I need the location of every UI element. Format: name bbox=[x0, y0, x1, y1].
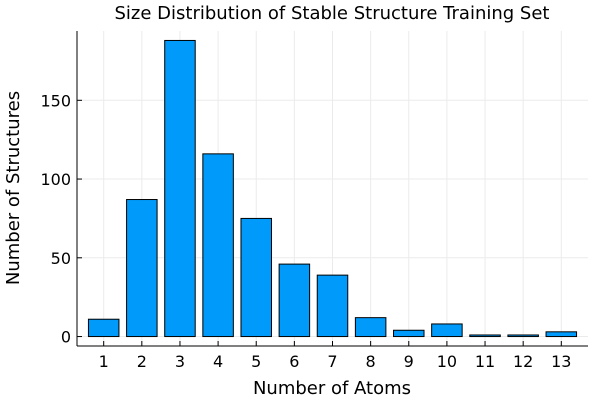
y-axis-label: Number of Structures bbox=[3, 91, 24, 285]
x-tick-label: 3 bbox=[175, 352, 185, 371]
bar-6 bbox=[278, 263, 311, 338]
x-tick-label: 8 bbox=[366, 352, 376, 371]
x-tick-label: 6 bbox=[289, 352, 299, 371]
bar-4 bbox=[202, 153, 234, 338]
y-tick-label: 100 bbox=[40, 170, 71, 189]
bar-11 bbox=[469, 334, 501, 338]
y-tick-label: 0 bbox=[61, 328, 71, 347]
x-axis-ticks: 1 2 3 4 5 6 7 8 9 10 11 12 13 bbox=[99, 341, 571, 371]
x-tick-label: 4 bbox=[213, 352, 223, 371]
bar-2 bbox=[126, 199, 158, 338]
bar-13 bbox=[545, 331, 578, 338]
x-axis-label: Number of Atoms bbox=[253, 378, 411, 399]
bar-3 bbox=[164, 39, 196, 338]
bar-9 bbox=[393, 329, 425, 338]
bars-group bbox=[87, 39, 578, 338]
bar-7 bbox=[316, 274, 349, 338]
x-tick-label: 2 bbox=[137, 352, 147, 371]
bar-1 bbox=[87, 318, 120, 338]
y-axis-ticks: 0 50 100 150 bbox=[40, 91, 82, 347]
bar-12 bbox=[507, 334, 539, 338]
bar-10 bbox=[431, 323, 463, 338]
bar-5 bbox=[240, 217, 272, 338]
x-tick-label: 11 bbox=[475, 352, 495, 371]
x-tick-label: 12 bbox=[513, 352, 533, 371]
y-tick-label: 150 bbox=[40, 91, 71, 110]
bar-8 bbox=[354, 317, 387, 338]
chart-title: Size Distribution of Stable Structure Tr… bbox=[115, 3, 550, 24]
x-tick-label: 5 bbox=[251, 352, 261, 371]
x-tick-label: 10 bbox=[437, 352, 457, 371]
x-tick-label: 9 bbox=[404, 352, 414, 371]
y-tick-label: 50 bbox=[51, 249, 71, 268]
x-tick-label: 1 bbox=[99, 352, 109, 371]
x-tick-label: 13 bbox=[551, 352, 571, 371]
x-tick-label: 7 bbox=[327, 352, 337, 371]
